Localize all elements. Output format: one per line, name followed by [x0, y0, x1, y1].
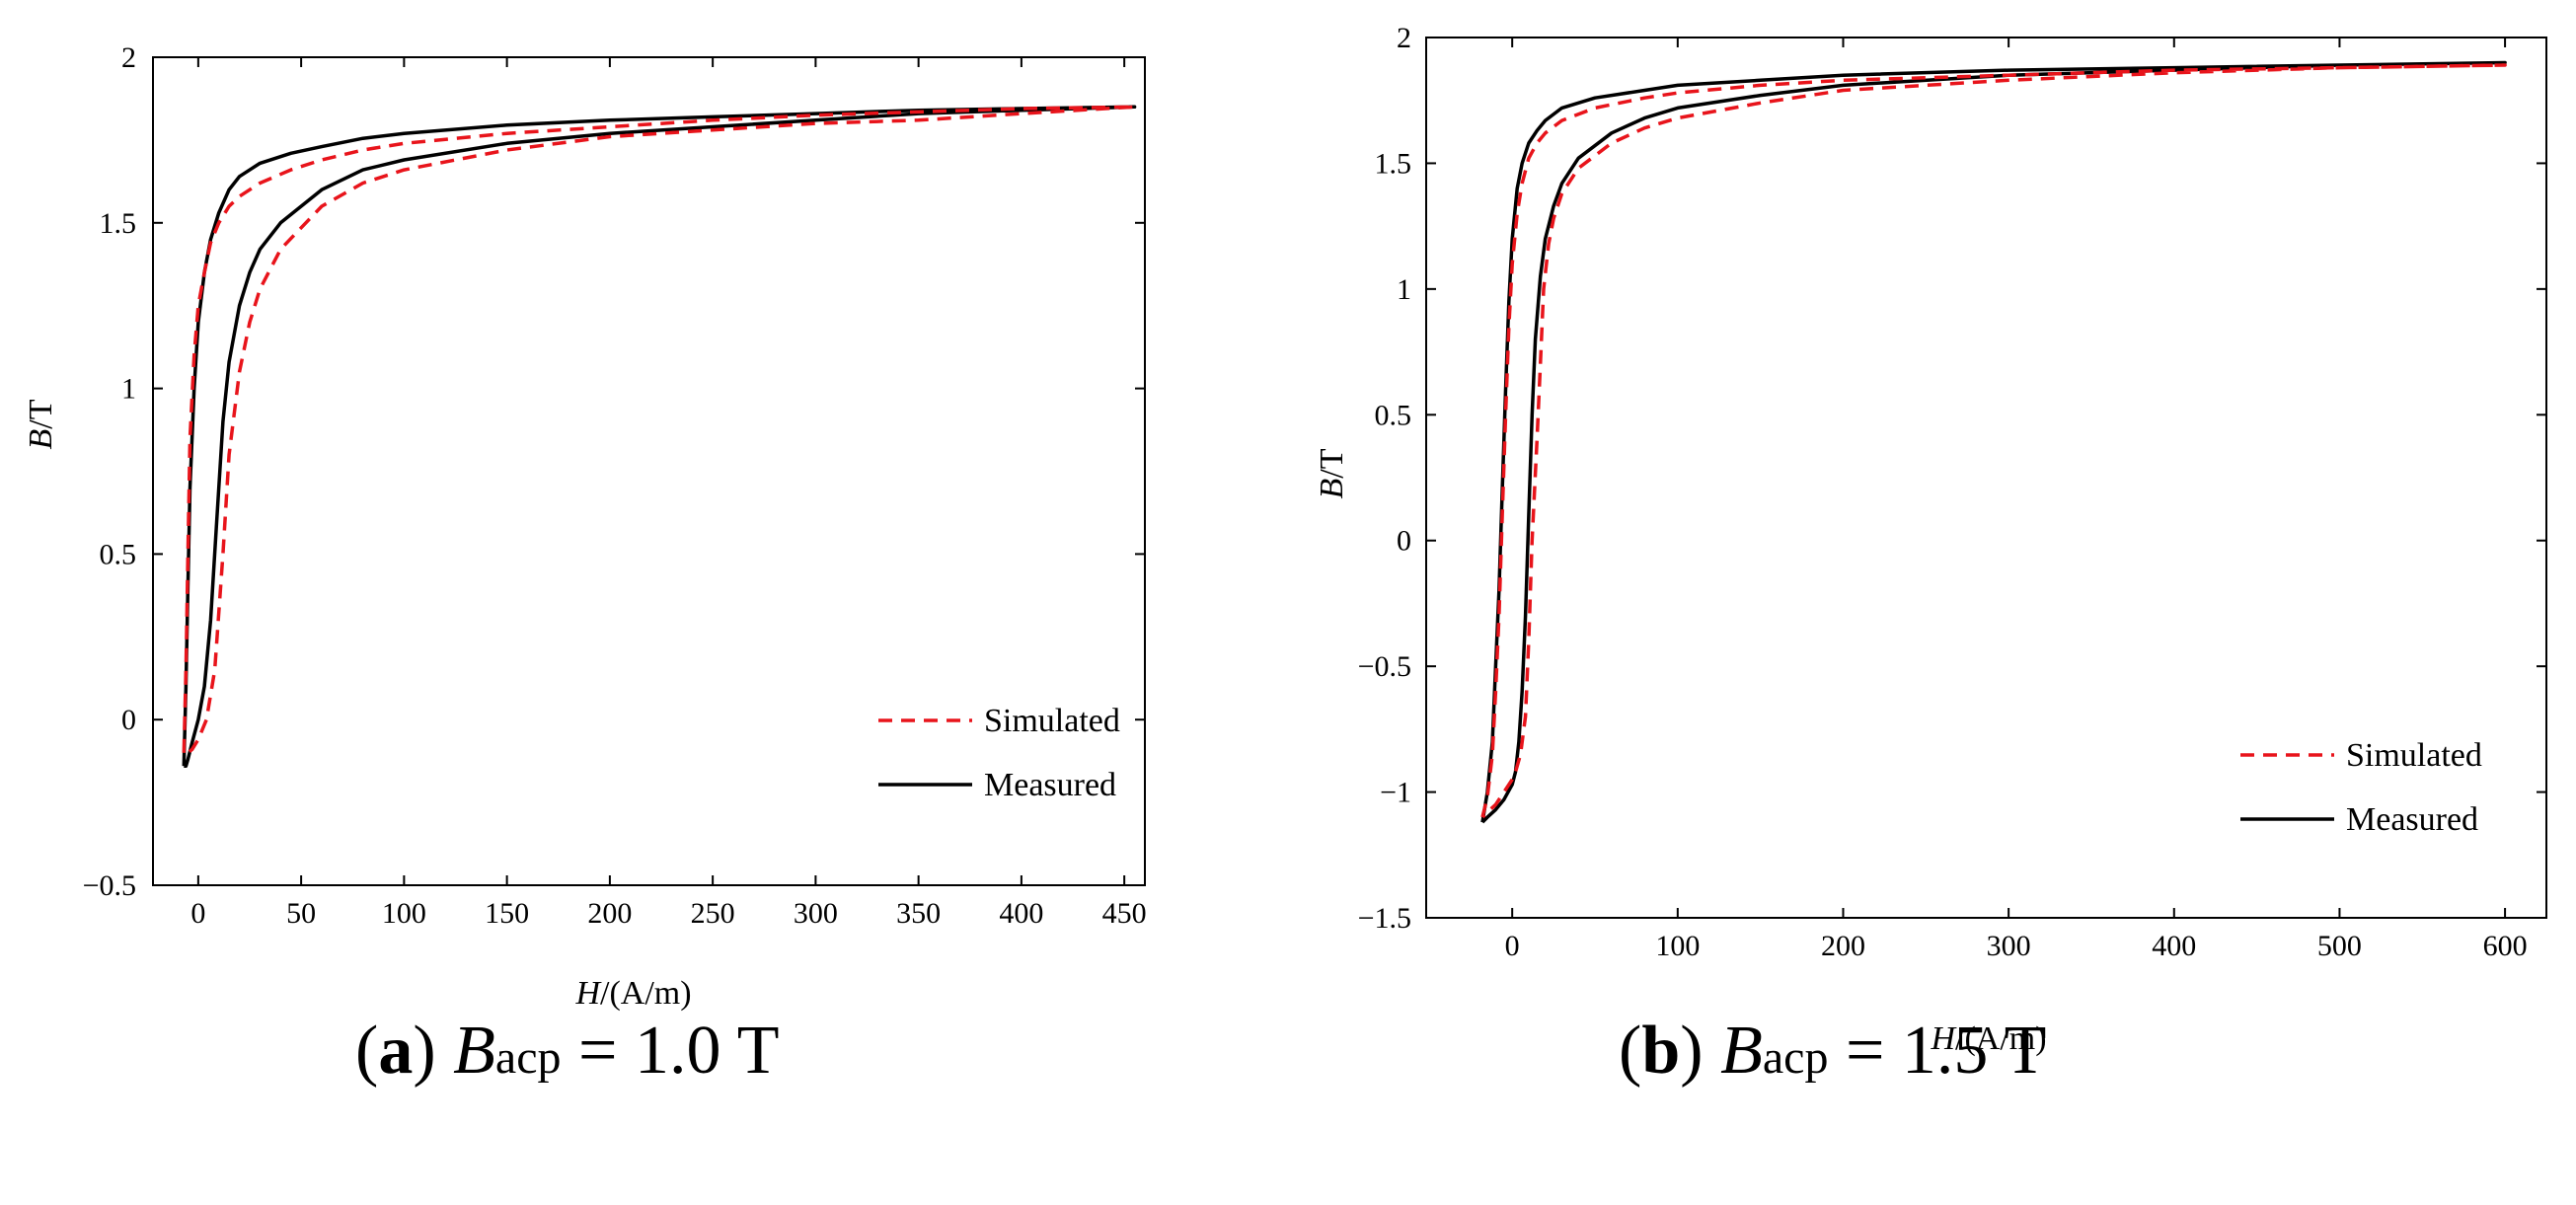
- legend-label-simulated: Simulated: [2346, 737, 2482, 774]
- y-tick-label: −0.5: [83, 869, 136, 902]
- x-tick-label: 50: [286, 897, 316, 930]
- legend-label-measured: Measured: [984, 767, 1116, 803]
- x-tick-label: 450: [1102, 897, 1147, 930]
- x-tick-label: 400: [2152, 930, 2196, 962]
- x-tick-label: 200: [1821, 930, 1865, 962]
- x-tick-label: 250: [691, 897, 735, 930]
- series-line-simulated: [1480, 63, 2507, 819]
- chart-panel-b: B/T H/(A/m) 0 100 200 300 400 500 600 −1.5 −1 −0.…: [1283, 0, 2576, 1205]
- x-tick-label: 300: [1987, 930, 2031, 962]
- y-tick-label: 0.5: [1375, 399, 1412, 431]
- legend-label-simulated: Simulated: [984, 703, 1120, 739]
- x-tick-label: 500: [2317, 930, 2362, 962]
- y-tick-label: 0.5: [100, 538, 137, 570]
- x-axis-label: H/(A/m): [574, 975, 691, 1012]
- x-tick-label: 150: [485, 897, 529, 930]
- y-tick-label: −1: [1380, 777, 1411, 809]
- y-tick-label: 1: [121, 373, 136, 406]
- caption-a: (a) Bacp = 1.0 T: [355, 1013, 780, 1089]
- x-tick-label: 0: [190, 897, 205, 930]
- x-tick-label: 300: [794, 897, 838, 930]
- y-tick-label: 0: [1397, 525, 1411, 558]
- chart-panel-a: B/T H/(A/m) 0 50 100 150 200 250 300 350 400 450 −…: [0, 0, 1283, 1205]
- y-tick-label: 0: [121, 704, 136, 736]
- y-tick-label: 1: [1397, 273, 1411, 306]
- y-axis-label: B/T: [1314, 448, 1350, 498]
- y-tick-label: 2: [1397, 22, 1411, 54]
- series-line-simulated: [182, 105, 1137, 755]
- x-tick-label: 100: [382, 897, 426, 930]
- plot-frame: [1425, 37, 2547, 919]
- series-line-measured: [1480, 60, 2507, 824]
- legend-label-measured: Measured: [2346, 801, 2478, 838]
- x-tick-label: 0: [1505, 930, 1520, 962]
- x-axis-label: H/(A/m): [1930, 1020, 2046, 1057]
- x-tick-label: 600: [2483, 930, 2528, 962]
- plot-frame: [152, 56, 1146, 886]
- x-tick-label: 350: [896, 897, 941, 930]
- x-tick-label: 200: [587, 897, 632, 930]
- y-tick-label: 2: [121, 41, 136, 74]
- x-tick-label: 400: [999, 897, 1043, 930]
- chart-a-svg: B/T H/(A/m) 0 50 100 150 200 250 300 350 400 450 −…: [23, 41, 1147, 1012]
- chart-b-svg: B/T H/(A/m) 0 100 200 300 400 500 600 −1.5 −1 −0.…: [1314, 22, 2547, 1057]
- y-tick-label: 1.5: [100, 207, 137, 240]
- x-tick-label: 100: [1655, 930, 1700, 962]
- caption-b: (b) Bacp = 1.5 T: [1619, 1013, 2047, 1089]
- y-tick-label: 1.5: [1375, 147, 1412, 180]
- y-tick-label: −0.5: [1358, 650, 1411, 683]
- y-tick-label: −1.5: [1358, 902, 1411, 935]
- y-axis-label: B/T: [23, 399, 59, 449]
